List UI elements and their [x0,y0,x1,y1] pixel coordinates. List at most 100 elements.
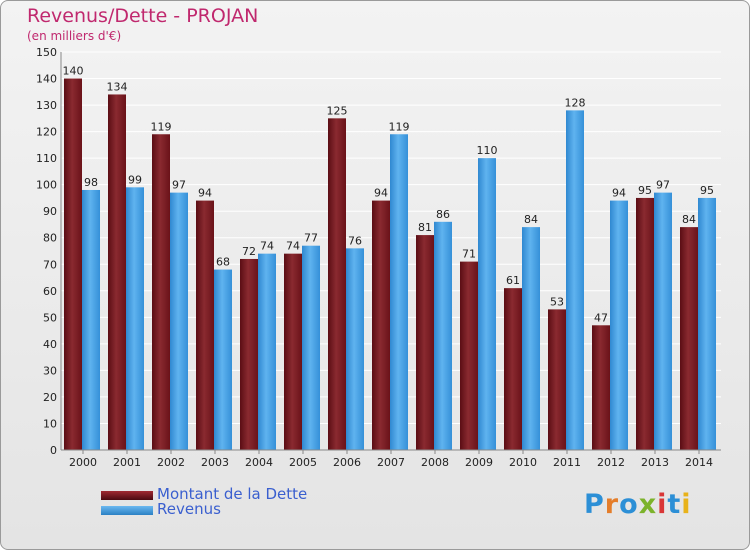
data-label-dette-2012: 47 [594,311,608,324]
bar-dette-2005 [284,253,302,450]
data-label-dette-2008: 81 [418,221,432,234]
legend-label-dette: Montant de la Dette [157,485,308,503]
y-tick-label: 40 [43,338,57,351]
bar-dette-2010 [504,288,522,450]
x-axis: 2000 2001 2002 2003 2004 2005 2006 2007 2008 2009… [61,449,721,469]
data-label-revenus-2002: 97 [172,179,186,192]
logo-letter: o [619,489,639,520]
y-tick-label: 10 [43,417,57,430]
bar-revenus-2009 [478,158,496,450]
data-label-dette-2004: 72 [242,245,256,258]
bar-dette-2001 [108,94,126,450]
x-tick-label: 2008 [421,456,449,469]
logo-letter: P [584,489,605,520]
data-label-revenus-2006: 76 [348,234,362,247]
y-tick-label: 60 [43,285,57,298]
data-label-revenus-2001: 99 [128,173,142,186]
data-label-revenus-2008: 86 [436,208,450,221]
data-label-revenus-2004: 74 [260,240,274,253]
data-label-revenus-2007: 119 [389,120,410,133]
chart-subtitle: (en milliers d'€) [27,29,122,43]
legend-label-revenus: Revenus [157,500,221,518]
data-label-revenus-2014: 95 [700,184,714,197]
data-label-dette-2000: 140 [63,65,84,78]
data-label-dette-2013: 95 [638,184,652,197]
data-label-revenus-2009: 110 [477,144,498,157]
bar-dette-2006 [328,118,346,450]
x-tick-label: 2011 [553,456,581,469]
data-label-dette-2009: 71 [462,248,476,261]
bar-dette-2013 [636,197,654,450]
bar-dette-2007 [372,200,390,450]
bar-dette-2000 [64,78,82,451]
bar-dette-2012 [592,325,610,450]
x-tick-label: 2013 [641,456,669,469]
bar-dette-2011 [548,309,566,450]
data-label-revenus-2000: 98 [84,176,98,189]
data-label-dette-2006: 125 [327,104,348,117]
x-tick-label: 2012 [597,456,625,469]
data-label-dette-2001: 134 [107,80,128,93]
bar-dette-2009 [460,261,478,450]
y-tick-label: 140 [36,73,57,86]
bar-revenus-2000 [82,189,100,450]
y-tick-label: 70 [43,258,57,271]
y-tick-label: 30 [43,364,57,377]
logo-letter: i [657,489,668,520]
y-tick-label: 20 [43,391,57,404]
logo-letter: t [667,489,682,520]
logo-letter: r [604,489,620,520]
y-tick-label: 0 [50,444,57,457]
data-label-revenus-2011: 128 [565,96,586,109]
x-tick-label: 2004 [245,456,273,469]
y-tick-label: 90 [43,205,57,218]
y-axis: 0 10 20 30 40 50 60 70 80 90 100 110 120 130 140 150 [36,46,62,457]
data-label-revenus-2013: 97 [656,179,670,192]
y-tick-label: 100 [36,179,57,192]
legend-swatch-dette [101,491,153,500]
bar-dette-2008 [416,235,434,450]
bar-revenus-2004 [258,253,276,450]
bar-revenus-2002 [170,192,188,451]
data-labels: 140 98 134 99 119 97 94 68 72 74 74 77 125 76 94 119 81 8… [63,65,715,325]
bar-revenus-2007 [390,134,408,450]
bar-dette-2002 [152,134,170,450]
data-label-dette-2011: 53 [550,295,564,308]
data-label-revenus-2003: 68 [216,256,230,269]
y-tick-label: 150 [36,46,57,59]
y-tick-label: 110 [36,152,57,165]
data-label-dette-2007: 94 [374,187,388,200]
x-tick-label: 2014 [685,456,713,469]
x-tick-label: 2006 [333,456,361,469]
y-tick-label: 120 [36,126,57,139]
bar-revenus-2012 [610,200,628,450]
x-tick-label: 2010 [509,456,537,469]
bar-revenus-2010 [522,227,540,450]
bars [64,78,716,451]
bar-revenus-2001 [126,187,144,450]
bar-dette-2003 [196,200,214,450]
proxiti-logo: Proxiti [584,489,692,520]
x-tick-label: 2001 [113,456,141,469]
bar-revenus-2011 [566,110,584,450]
logo-letter: x [638,489,658,520]
x-tick-label: 2003 [201,456,229,469]
x-tick-label: 2007 [377,456,405,469]
x-tick-label: 2002 [157,456,185,469]
y-tick-label: 50 [43,311,57,324]
bar-dette-2004 [240,258,258,450]
bar-revenus-2014 [698,197,716,450]
data-label-revenus-2005: 77 [304,232,318,245]
x-tick-label: 2009 [465,456,493,469]
bar-revenus-2008 [434,221,452,450]
data-label-dette-2014: 84 [682,213,696,226]
bar-revenus-2006 [346,248,364,450]
data-label-dette-2003: 94 [198,187,212,200]
legend-swatch-revenus [101,506,153,515]
data-label-dette-2005: 74 [286,240,300,253]
x-tick-label: 2005 [289,456,317,469]
bar-revenus-2003 [214,269,232,450]
data-label-revenus-2010: 84 [524,213,538,226]
chart-title: Revenus/Dette - PROJAN [27,5,259,27]
